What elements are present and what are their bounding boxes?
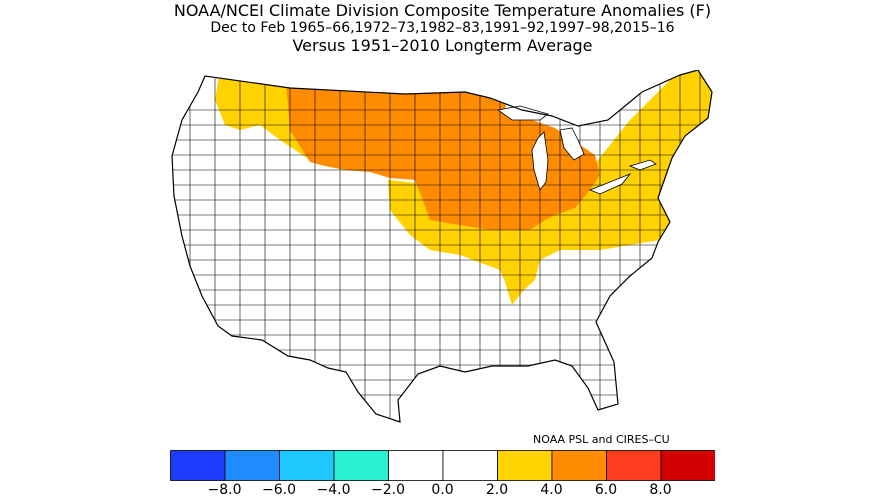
legend-tick-label: 6.0: [594, 482, 618, 498]
legend-tick-label: −2.0: [371, 482, 405, 498]
legend-bin-6: [497, 450, 553, 481]
map-title: NOAA/NCEI Climate Division Composite Tem…: [173, 1, 712, 20]
legend-bin-2: [279, 450, 335, 481]
data-credit: NOAA PSL and CIRES–CU: [533, 433, 670, 446]
map-subtitle-seasons: Dec to Feb 1965–66,1972–73,1982–83,1991–…: [210, 20, 675, 36]
color-legend: [170, 450, 715, 481]
legend-bin-9: [660, 450, 715, 481]
legend-bin-4: [388, 450, 444, 481]
legend-bin-3: [333, 450, 389, 481]
legend-tick-label: 4.0: [540, 482, 563, 498]
great-lakes-water: [496, 105, 657, 195]
legend-tick-label: 2.0: [485, 482, 509, 498]
us-anomaly-map: [171, 70, 713, 423]
us-outline: [171, 70, 713, 423]
legend-bin-5: [442, 450, 498, 481]
legend-tick-label: 0.0: [431, 482, 454, 498]
legend-bin-1: [224, 450, 280, 481]
legend-bin-8: [606, 450, 662, 481]
legend-tick-label: −8.0: [207, 482, 242, 498]
legend-tick-label: −6.0: [262, 482, 296, 498]
legend-bin-7: [551, 450, 607, 481]
map-subtitle-baseline: Versus 1951–2010 Longterm Average: [292, 36, 593, 55]
legend-tick-label: −4.0: [316, 482, 351, 498]
legend-tick-label: 8.0: [649, 482, 672, 498]
region-yellow-northwest: [215, 70, 310, 160]
legend-bin-0: [170, 450, 226, 481]
